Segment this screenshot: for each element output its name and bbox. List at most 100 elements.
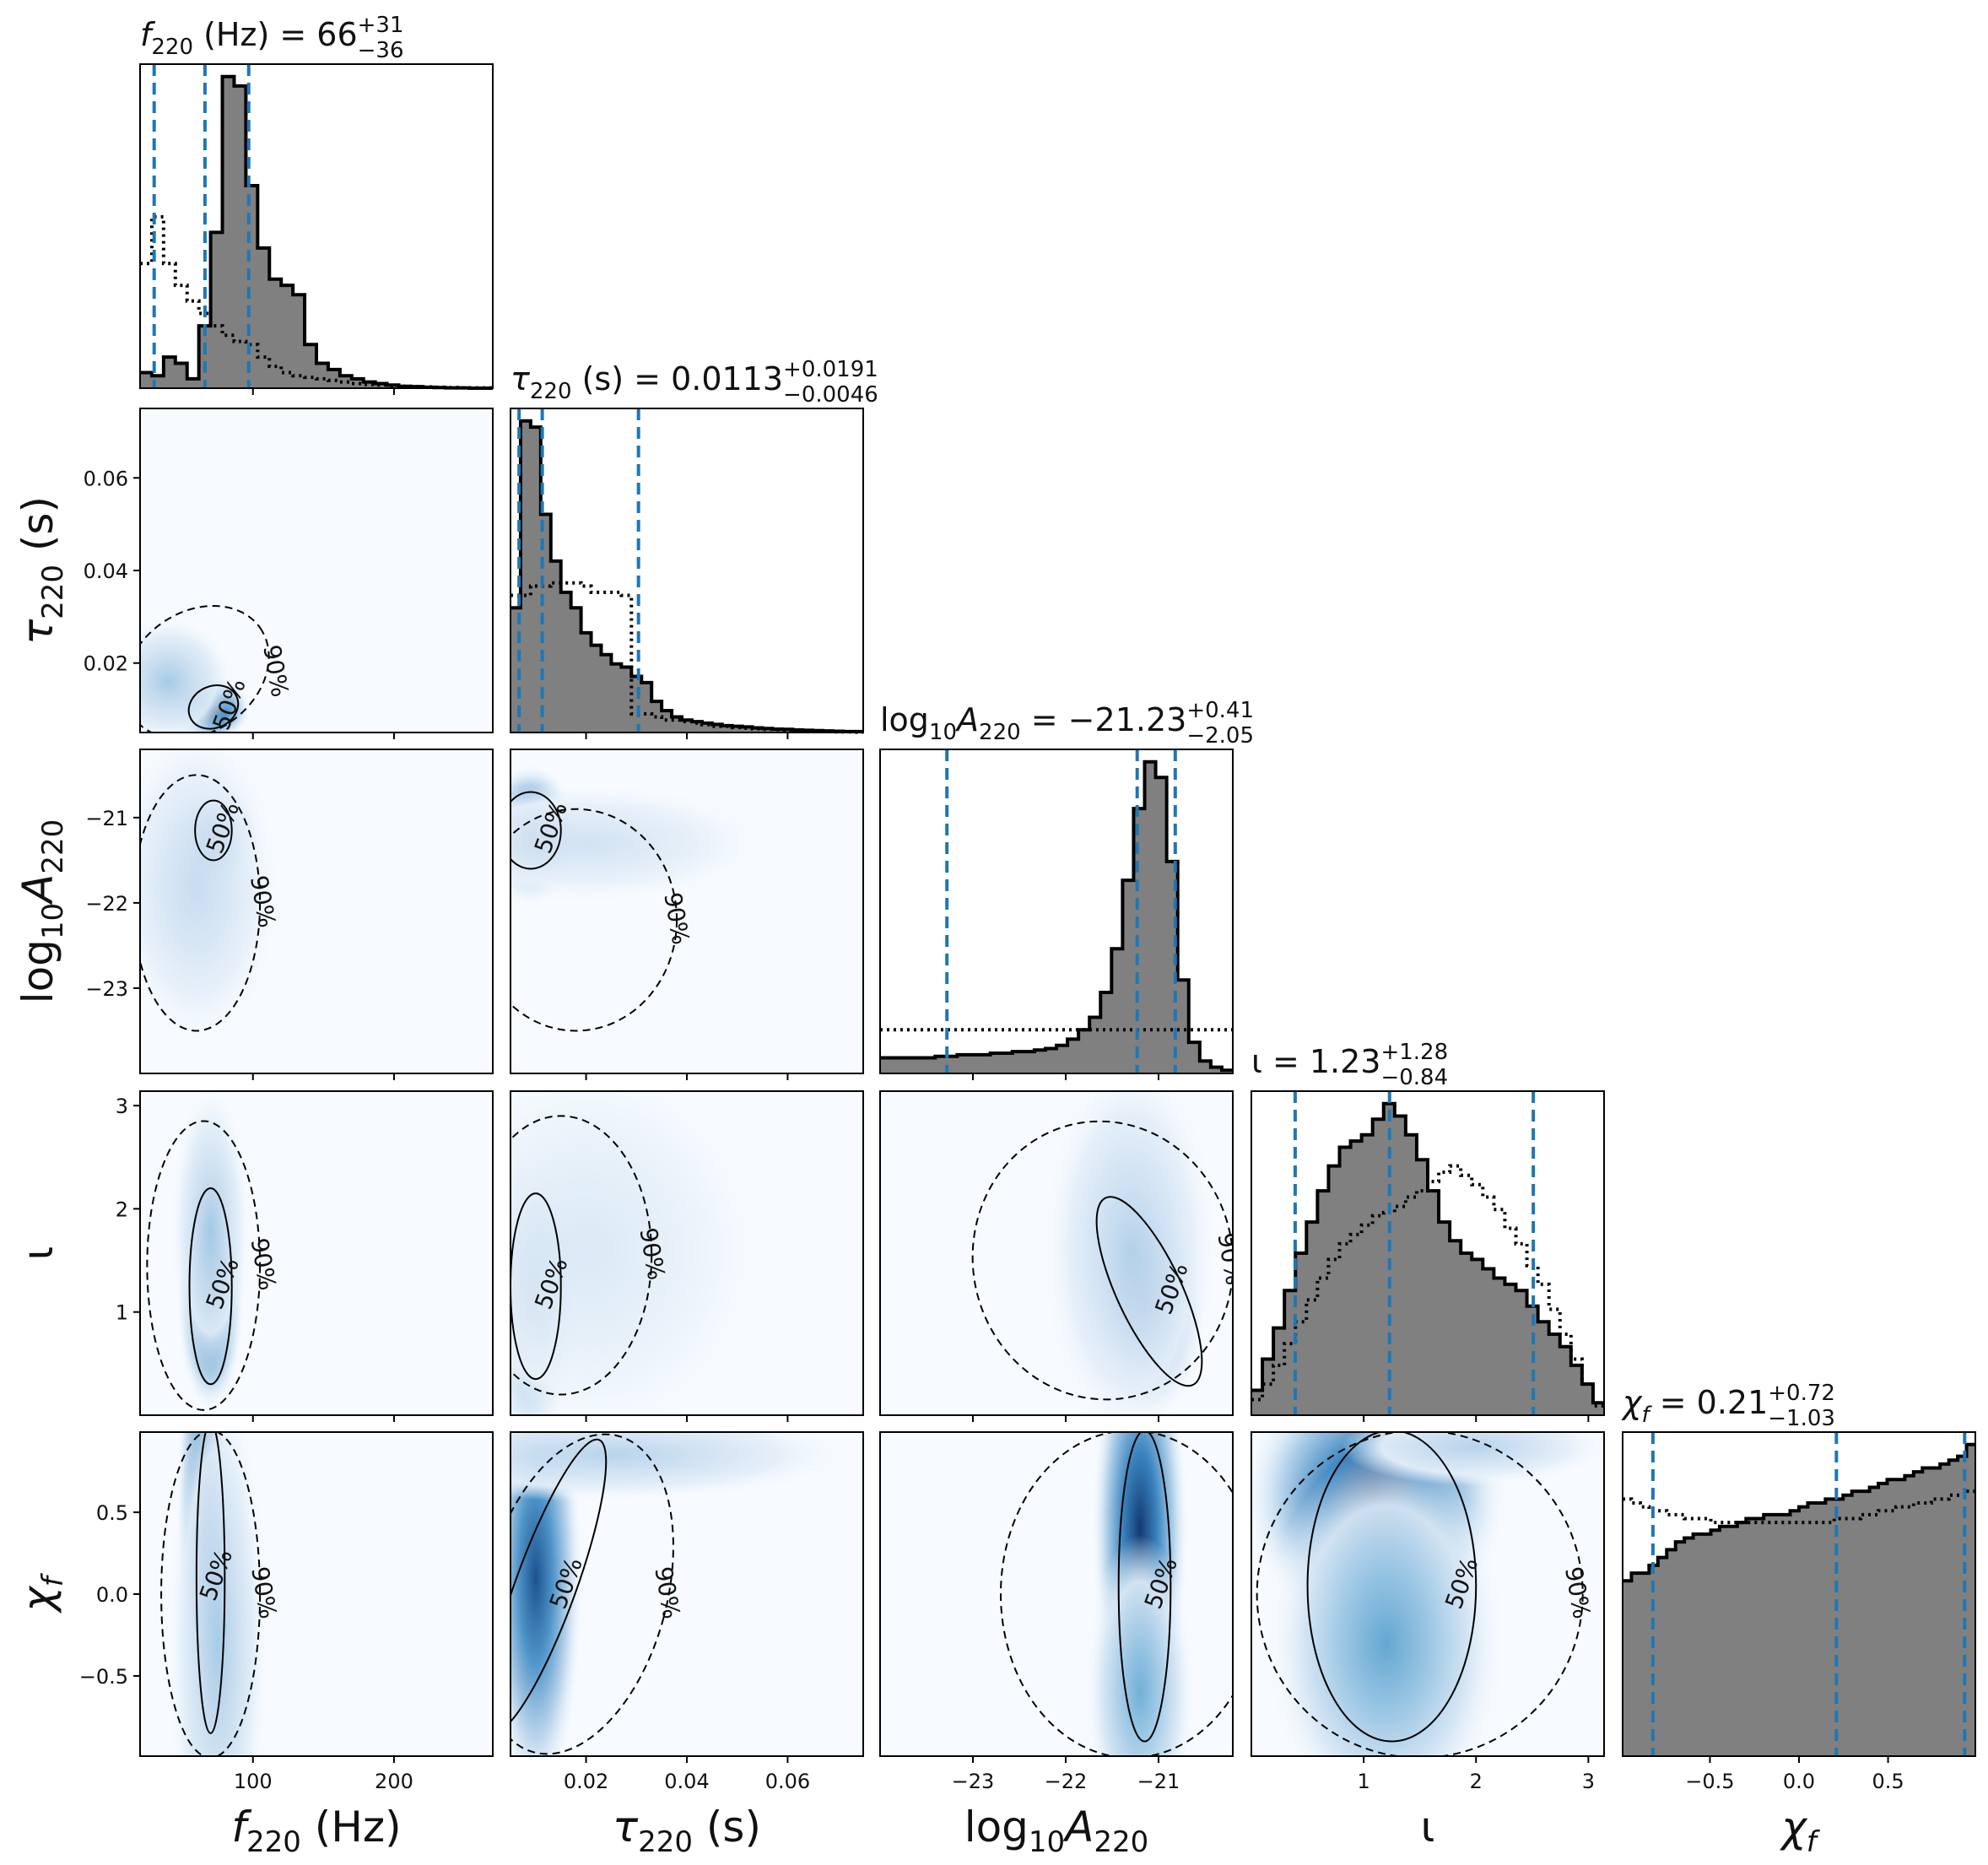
contour-50 (194, 799, 233, 862)
density-panel-tau220-logA: 50%90% (510, 749, 864, 1080)
posterior-histogram-step (1251, 1101, 1604, 1405)
x-tick-label-tau220: 0.04 (664, 1770, 709, 1793)
contour-90 (511, 1433, 674, 1755)
x-tick-label-iota: 2 (1470, 1770, 1483, 1793)
hist-frame (879, 749, 1234, 1074)
x-tick-label-f220: 200 (375, 1770, 413, 1793)
density-blob (511, 781, 768, 905)
x-tick-label-logA: −23 (952, 1770, 995, 1793)
posterior-histogram-step (140, 74, 493, 390)
y-tick-label-chi: 0.5 (96, 1501, 128, 1525)
posterior-histogram-step (880, 760, 1233, 1073)
x-tick-label-logA: −22 (1045, 1770, 1088, 1793)
posterior-histogram-step (1623, 1442, 1975, 1583)
contour-90 (511, 808, 678, 1032)
density-blob (1265, 1446, 1508, 1756)
contour-50 (1095, 1196, 1203, 1387)
contour-50 (187, 684, 240, 730)
hist-panel-logA (879, 749, 1234, 1080)
hist-background (140, 64, 493, 388)
density-blob (511, 1432, 853, 1502)
y-tick-label-logA: −21 (85, 807, 128, 830)
y-tick-label-logA: −22 (85, 892, 128, 916)
contour-90 (140, 774, 262, 1032)
density-frame (879, 1431, 1234, 1757)
contour-50 (195, 1432, 226, 1734)
y-axis-label-logA: log10A220 (14, 819, 70, 1004)
x-tick-label-f220: 100 (234, 1770, 273, 1793)
x-tick-label-iota: 1 (1357, 1770, 1369, 1793)
contour-90 (146, 1120, 262, 1411)
posterior-histogram-step (511, 419, 863, 733)
y-tick-label-logA: −23 (85, 977, 128, 1001)
x-tick-label-tau220: 0.06 (765, 1770, 810, 1793)
posterior-histogram-fill (1623, 1444, 1975, 1756)
hist-panel-f220 (139, 63, 494, 395)
title-iota: ι = 1.23+1.28 −0.84 (1251, 1040, 1448, 1090)
density-frame (879, 1090, 1234, 1416)
posterior-histogram-fill (140, 76, 493, 389)
y-tick-label-chi: 0.0 (96, 1583, 128, 1607)
y-tick-label-iota: 2 (116, 1197, 128, 1221)
density-blob (511, 1091, 768, 1415)
y-tick-label-iota: 3 (116, 1095, 128, 1118)
posterior-histogram-fill (1251, 1103, 1604, 1415)
title-chi: χf = 0.21+0.72 −1.03 (1621, 1381, 1835, 1431)
title-logA: log10A220 = −21.23+0.41 −2.05 (880, 698, 1254, 749)
density-panel-logA-chi: 50%90% (879, 1431, 1234, 1763)
contour-50 (188, 1187, 233, 1386)
hist-frame (139, 63, 494, 389)
x-axis-label-chi: χf (1779, 1803, 1821, 1859)
density-panel-tau220-iota: 50%90% (510, 1090, 864, 1422)
y-tick-label-tau220: 0.06 (84, 467, 128, 490)
x-tick-label-chi: 0.5 (1872, 1770, 1904, 1793)
contour-90 (511, 1115, 653, 1396)
density-panel-iota-chi: 50% 90% (1251, 1431, 1605, 1763)
hist-panel-tau220 (510, 408, 864, 739)
hist-frame (1251, 1090, 1605, 1416)
hist-panel-iota (1251, 1090, 1605, 1422)
posterior-histogram-fill (511, 420, 863, 732)
density-panel-logA-iota: 50%90% (879, 1090, 1234, 1422)
density-blob (1084, 1535, 1196, 1756)
prior-histogram-step (140, 214, 493, 390)
density-frame (139, 1090, 494, 1416)
y-tick-label-tau220: 0.02 (84, 652, 128, 676)
density-blob (1041, 1091, 1220, 1415)
x-tick-label-chi: 0.0 (1783, 1770, 1815, 1793)
y-tick-label-tau220: 0.04 (84, 560, 128, 583)
hist-panel-chi (1622, 1431, 1976, 1763)
contour-50 (511, 1438, 608, 1733)
density-panel-f220-iota: 50% 90% (133, 1090, 494, 1422)
contour-50 (511, 1192, 562, 1381)
y-axis-label-iota: ι (14, 1246, 62, 1261)
contour-90 (1000, 1432, 1233, 1756)
density-panel-tau220-chi: 50% 90% (510, 1431, 864, 1763)
y-tick-label-chi: −0.5 (79, 1665, 128, 1689)
posterior-histogram-fill (880, 761, 1233, 1073)
contour-50 (511, 791, 562, 870)
x-tick-label-chi: −0.5 (1685, 1770, 1734, 1793)
density-panel-f220-logA: 50%90% (133, 749, 494, 1080)
contour-90 (971, 1120, 1233, 1401)
x-axis-label-logA: log10A220 (964, 1803, 1149, 1859)
title-f220: f220 (Hz) = 66+31 −36 (140, 13, 404, 63)
density-blob (166, 1432, 269, 1756)
x-tick-label-iota: 3 (1582, 1770, 1595, 1793)
x-axis-label-iota: ι (1421, 1803, 1435, 1851)
title-tau220: τ220 (s) = 0.0113+0.0191 −0.0046 (511, 357, 878, 408)
x-axis-label-tau220: τ220 (s) (613, 1803, 761, 1859)
density-blob (511, 1432, 585, 1756)
density-panel-f220-tau220: 50%90% (133, 408, 494, 739)
density-frame (139, 749, 494, 1074)
density-blob (170, 1091, 251, 1378)
contour-90 (160, 1432, 262, 1756)
contour-50 (1306, 1432, 1477, 1743)
contour-50 (1117, 1432, 1172, 1743)
density-panel-f220-chi: 50% 90% (133, 1431, 494, 1763)
density-frame (1251, 1431, 1605, 1757)
density-blob (1341, 1432, 1604, 1486)
y-axis-label-tau220: τ220 (s) (14, 496, 70, 645)
contour-90 (140, 604, 270, 732)
